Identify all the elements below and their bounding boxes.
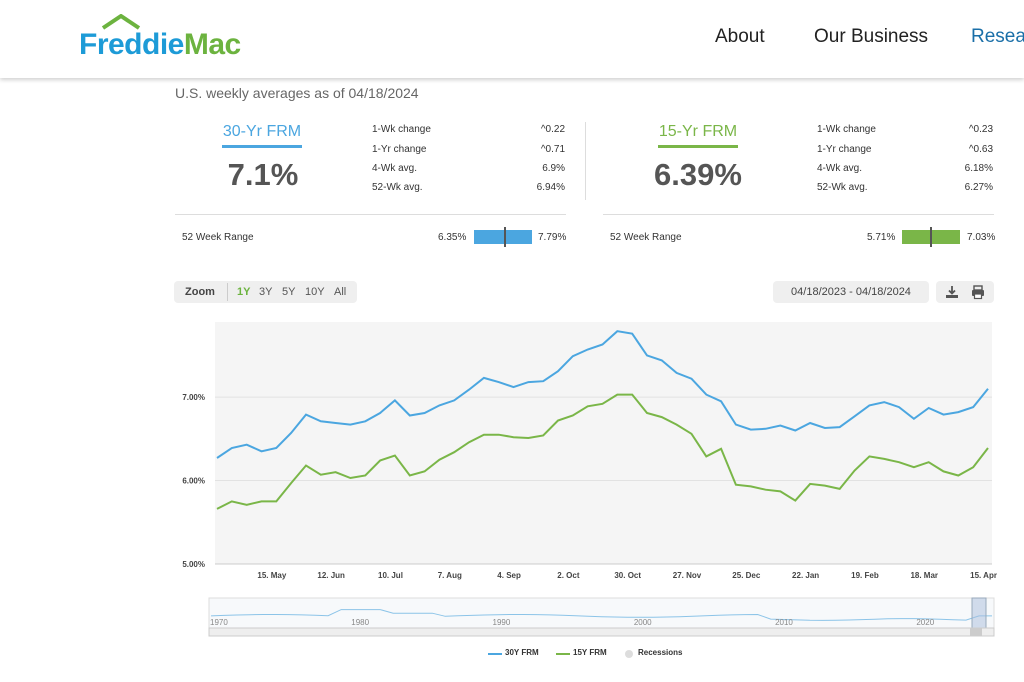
rate30-title[interactable]: 30-Yr FRM xyxy=(222,123,302,148)
navigator-tick-label: 2000 xyxy=(634,618,652,627)
rate30-range-bar xyxy=(474,230,532,244)
rate15-stat-label: 52-Wk avg. xyxy=(817,182,868,193)
rate15-range-low: 5.71% xyxy=(867,232,896,243)
rate30-stat-label: 4-Wk avg. xyxy=(372,163,418,174)
legend-30y[interactable]: 30Y FRM xyxy=(505,648,539,657)
navigator-tick-label: 1970 xyxy=(210,618,228,627)
rate15-range-marker xyxy=(930,227,932,247)
zoom-all-button[interactable]: All xyxy=(334,286,347,298)
house-icon xyxy=(101,14,141,30)
rate30-stat-value: ^0.71 xyxy=(540,144,565,155)
x-tick-label: 18. Mar xyxy=(910,571,938,580)
y-tick-label: 7.00% xyxy=(182,393,205,402)
plot-background xyxy=(215,322,992,564)
x-tick-label: 7. Aug xyxy=(438,571,462,580)
panel-divider xyxy=(585,122,586,200)
navigator-tick-label: 1980 xyxy=(351,618,369,627)
navigator-selection xyxy=(971,597,987,629)
legend-recessions[interactable]: Recessions xyxy=(638,648,683,657)
zoom-1y-button[interactable]: 1Y xyxy=(237,286,251,298)
nav-about[interactable]: About xyxy=(715,26,765,47)
x-tick-label: 12. Jun xyxy=(317,571,345,580)
series-30y-line xyxy=(216,330,989,459)
logo-text: FreddieMac xyxy=(79,28,241,61)
zoom-5y-button[interactable]: 5Y xyxy=(282,286,296,298)
rate15-title-text: 15-Yr FRM xyxy=(658,123,738,140)
zoom-10y-button[interactable]: 10Y xyxy=(305,286,325,298)
rate15-divider xyxy=(603,214,994,215)
navigator-tick-label: 1990 xyxy=(493,618,511,627)
x-tick-label: 22. Jan xyxy=(792,571,819,580)
rate30-stat-value: 6.94% xyxy=(536,182,565,193)
x-tick-label: 2. Oct xyxy=(557,571,580,580)
zoom-3y-button[interactable]: 3Y xyxy=(259,286,273,298)
navigator-line xyxy=(210,609,992,621)
as-of-date: U.S. weekly averages as of 04/18/2024 xyxy=(175,85,419,101)
x-tick-label: 25. Dec xyxy=(732,571,761,580)
rate30-title-text: 30-Yr FRM xyxy=(222,123,302,140)
rate15-stat-value: 6.18% xyxy=(964,163,993,174)
date-range-input[interactable]: 04/18/2023 - 04/18/2024 xyxy=(773,281,929,303)
x-tick-label: 15. Apr xyxy=(970,571,997,580)
legend-15y[interactable]: 15Y FRM xyxy=(573,648,607,657)
navigator-scrollbar xyxy=(208,627,995,637)
download-icon[interactable] xyxy=(944,284,960,300)
rate30-stat-label: 1-Yr change xyxy=(372,144,427,155)
rate15-stat-label: 1-Wk change xyxy=(817,124,876,135)
rate15-title[interactable]: 15-Yr FRM xyxy=(658,123,738,148)
mortgage-rate-chart: 5.00% 6.00% 7.00% 15. May 12. Jun 10. Jul 7. A… xyxy=(182,322,997,637)
x-tick-label: 15. May xyxy=(257,571,286,580)
zoom-separator xyxy=(227,283,228,301)
zoom-bar xyxy=(174,281,357,303)
rate15-range-high: 7.03% xyxy=(967,232,996,243)
nav-research[interactable]: Resear xyxy=(971,26,1024,47)
x-tick-label: 10. Jul xyxy=(378,571,403,580)
zoom-label: Zoom xyxy=(185,286,215,298)
rate30-range-high: 7.79% xyxy=(538,232,567,243)
y-tick-label: 6.00% xyxy=(182,477,205,486)
y-tick-label: 5.00% xyxy=(182,560,205,569)
navigator-tick-label: 2010 xyxy=(775,618,793,627)
legend-30y-swatch xyxy=(488,653,502,655)
rate30-stat-value: 6.9% xyxy=(542,163,565,174)
rate30-stat-value: ^0.22 xyxy=(540,124,565,135)
series-15y-line xyxy=(216,393,989,510)
rate15-stat-label: 1-Yr change xyxy=(817,144,872,155)
rate30-underline xyxy=(222,145,302,148)
nav-our-business[interactable]: Our Business xyxy=(814,26,929,47)
x-tick-label: 27. Nov xyxy=(673,571,702,580)
rate15-stat-value: ^0.23 xyxy=(968,124,993,135)
x-tick-label: 30. Oct xyxy=(614,571,641,580)
x-tick-label: 4. Sep xyxy=(497,571,521,580)
print-icon[interactable] xyxy=(970,284,986,300)
navigator-scrollbar-thumb xyxy=(970,628,982,636)
rate15-stat-value: 6.27% xyxy=(964,182,993,193)
rate15-stat-value: ^0.63 xyxy=(968,144,993,155)
navigator-tick-label: 2020 xyxy=(916,618,934,627)
site-header: FreddieMac About Our Business Resear xyxy=(0,0,1024,78)
legend-recessions-swatch xyxy=(625,650,633,658)
x-tick-label: 19. Feb xyxy=(851,571,879,580)
rate30-range-label: 52 Week Range xyxy=(182,232,254,243)
legend-15y-swatch xyxy=(556,653,570,655)
rate30-stat-label: 52-Wk avg. xyxy=(372,182,423,193)
rate30-range-low: 6.35% xyxy=(438,232,467,243)
rate30-range-marker xyxy=(503,227,506,247)
rate30-value: 7.1% xyxy=(227,157,299,192)
rate15-stat-label: 4-Wk avg. xyxy=(817,163,863,174)
rate15-underline xyxy=(658,145,738,148)
rate30-stat-label: 1-Wk change xyxy=(372,124,431,135)
rate30-divider xyxy=(175,214,566,215)
navigator-background xyxy=(208,597,995,629)
rate15-value: 6.39% xyxy=(654,157,742,192)
rate15-range-label: 52 Week Range xyxy=(610,232,682,243)
